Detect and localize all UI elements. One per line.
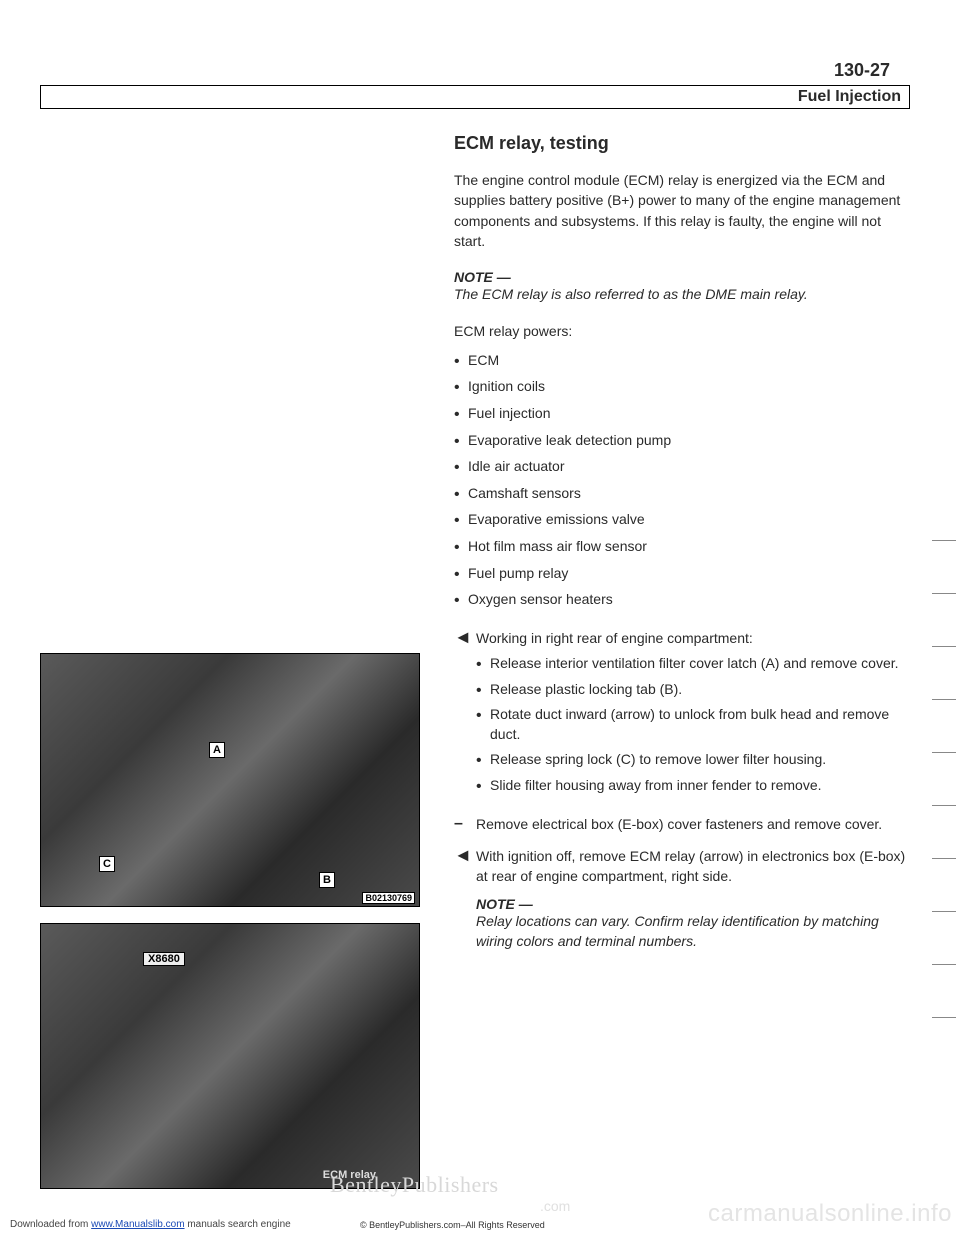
figure-2-xlabel: X8680: [143, 952, 185, 966]
list-item: ECM: [454, 351, 910, 371]
figure-1-number: B02130769: [362, 892, 415, 904]
footer-copyright: © BentleyPublishers.com–All Rights Reser…: [360, 1220, 545, 1230]
figure-1-engine-compartment: A B C B02130769: [40, 653, 420, 907]
list-item: Rotate duct inward (arrow) to unlock fro…: [476, 705, 910, 744]
arrow-marker-icon: ◄: [454, 846, 476, 864]
dash-marker-icon: –: [454, 814, 476, 832]
list-item: Release plastic locking tab (B).: [476, 680, 910, 700]
intro-paragraph: The engine control module (ECM) relay is…: [454, 170, 910, 251]
list-item: Oxygen sensor heaters: [454, 590, 910, 610]
step-2-text: Remove electrical box (E-box) cover fast…: [476, 814, 910, 834]
left-column: A B C B02130769 X8680 ECM relay: [40, 133, 430, 1205]
step-1-bullets: Release interior ventilation filter cove…: [476, 654, 910, 796]
header-title: Fuel Injection: [49, 88, 901, 106]
list-item: Hot film mass air flow sensor: [454, 537, 910, 557]
list-item: Slide filter housing away from inner fen…: [476, 776, 910, 796]
list-item: Evaporative leak detection pump: [454, 431, 910, 451]
right-column: ECM relay, testing The engine control mo…: [446, 133, 910, 1205]
step-2: – Remove electrical box (E-box) cover fa…: [454, 814, 910, 834]
side-watermark: carmanualsonline.info: [708, 1200, 952, 1228]
page-container: 130-27 Fuel Injection A B C B02130769 X8…: [0, 0, 960, 1235]
note-2-text: Relay locations can vary. Confirm relay …: [476, 912, 910, 951]
note-2-heading: NOTE —: [476, 896, 910, 912]
figure-label-b: B: [319, 872, 335, 888]
list-item: Idle air actuator: [454, 457, 910, 477]
watermark-suffix: .com: [540, 1198, 570, 1214]
list-item: Fuel pump relay: [454, 564, 910, 584]
note-block-1: NOTE — The ECM relay is also referred to…: [454, 269, 910, 305]
list-item: Release interior ventilation filter cove…: [476, 654, 910, 674]
list-item: Release spring lock (C) to remove lower …: [476, 750, 910, 770]
list-item: Fuel injection: [454, 404, 910, 424]
section-title: ECM relay, testing: [454, 133, 910, 154]
edge-marks: [932, 540, 956, 1070]
figure-label-c: C: [99, 856, 115, 872]
powers-intro: ECM relay powers:: [454, 323, 910, 339]
powers-list: ECM Ignition coils Fuel injection Evapor…: [454, 351, 910, 610]
content-row: A B C B02130769 X8680 ECM relay ECM rela…: [40, 133, 910, 1205]
page-number: 130-27: [40, 60, 910, 81]
note-1-text: The ECM relay is also referred to as the…: [454, 285, 910, 305]
figure-2-electronics-box: X8680 ECM relay: [40, 923, 420, 1189]
list-item: Camshaft sensors: [454, 484, 910, 504]
arrow-marker-icon: ◄: [454, 628, 476, 646]
step-3: ◄ With ignition off, remove ECM relay (a…: [454, 846, 910, 887]
footer-link[interactable]: www.Manualslib.com: [91, 1219, 184, 1230]
list-item: Evaporative emissions valve: [454, 510, 910, 530]
list-item: Ignition coils: [454, 377, 910, 397]
step-3-text: With ignition off, remove ECM relay (arr…: [476, 846, 910, 887]
figure-label-a: A: [209, 742, 225, 758]
header-box: Fuel Injection: [40, 85, 910, 109]
step-1-body: Working in right rear of engine compartm…: [476, 628, 910, 808]
note-1-heading: NOTE —: [454, 269, 910, 285]
footer-suffix: manuals search engine: [187, 1219, 290, 1230]
step-1-text: Working in right rear of engine compartm…: [476, 630, 753, 646]
step-1: ◄ Working in right rear of engine compar…: [454, 628, 910, 808]
footer-prefix: Downloaded from: [10, 1219, 91, 1230]
note-block-2: NOTE — Relay locations can vary. Confirm…: [454, 896, 910, 951]
watermark-publisher: BentleyPublishers: [330, 1172, 499, 1198]
footer-left: Downloaded from www.Manualslib.com manua…: [10, 1219, 291, 1230]
